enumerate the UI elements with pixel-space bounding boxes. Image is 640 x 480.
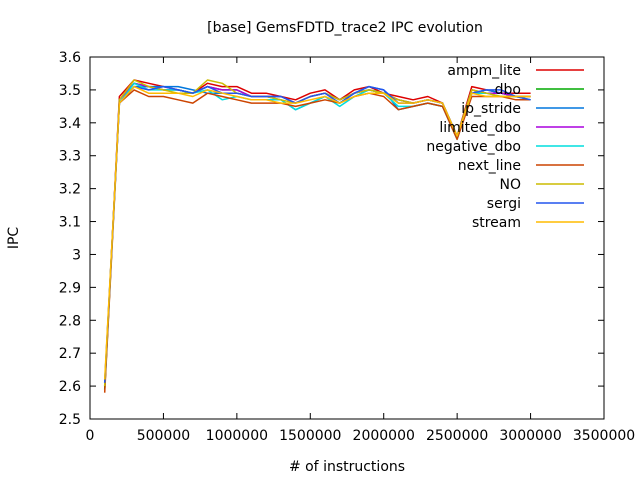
chart-title: [base] GemsFDTD_trace2 IPC evolution: [207, 20, 483, 36]
x-tick-label: 3500000: [573, 428, 635, 444]
legend-label: ampm_lite: [447, 63, 521, 79]
y-tick-label: 3.4: [59, 116, 81, 132]
plot-area-frame: [89, 56, 605, 420]
y-tick-label: 2.9: [59, 280, 81, 296]
axis-ticks: 2.5 2.6 2.7 2.8 2.9 3 3.1 3.2 3.3 3.4 3.5 3.6 0 50000…: [59, 50, 635, 444]
y-tick-label: 2.6: [59, 379, 81, 395]
x-tick-label: 500000: [137, 428, 190, 444]
x-tick-label: 2500000: [426, 428, 488, 444]
legend-label: NO: [500, 177, 522, 193]
x-tick-label: 1000000: [206, 428, 268, 444]
legend-label: sergi: [487, 196, 521, 212]
legend-label: ip_stride: [461, 101, 521, 117]
series-lines: [103, 79, 531, 393]
y-tick-label: 3.2: [59, 182, 81, 198]
y-tick-label: 2.8: [59, 313, 81, 329]
legend-label: next_line: [458, 158, 521, 174]
series-line-next-line: [103, 89, 531, 393]
series-line-stream: [103, 85, 531, 380]
y-axis-label: IPC: [6, 227, 22, 250]
x-tick-label: 3000000: [499, 428, 561, 444]
x-tick-label: 1500000: [279, 428, 341, 444]
y-tick-label: 3.5: [59, 83, 81, 99]
y-tick-label: 3.1: [59, 215, 81, 231]
y-tick-label: 3: [72, 247, 81, 263]
legend-label: limited_dbo: [439, 120, 521, 136]
y-tick-label: 3.6: [59, 50, 81, 66]
x-axis-label: # of instructions: [289, 459, 405, 475]
y-tick-label: 2.5: [59, 412, 81, 428]
legend-label: stream: [472, 215, 521, 231]
x-tick-label: 0: [86, 428, 95, 444]
x-tick-label: 2000000: [353, 428, 415, 444]
legend-label: negative_dbo: [426, 139, 521, 155]
y-tick-label: 2.7: [59, 346, 81, 362]
y-tick-label: 3.3: [59, 149, 81, 165]
legend-label: dbo: [495, 82, 521, 98]
